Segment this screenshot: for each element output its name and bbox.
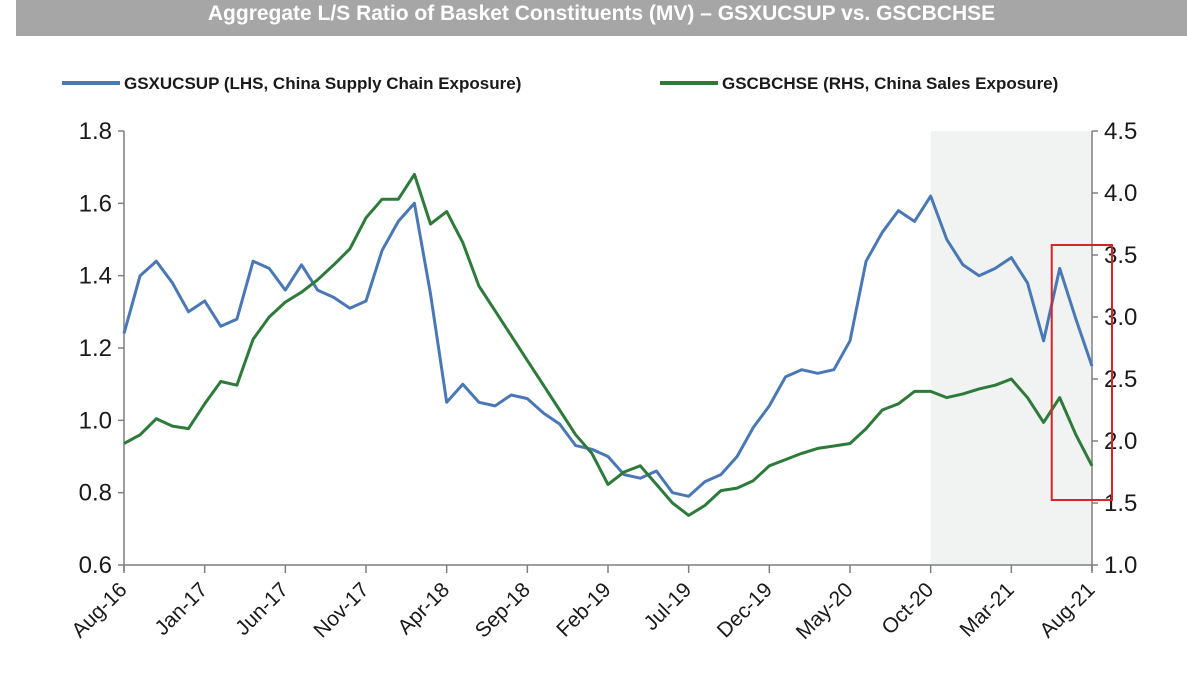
right-tick-label: 1.0 [1104,552,1137,579]
series-line-gsxucsup [122,194,1094,498]
x-tick-label: Jun-17 [231,578,293,640]
series-line-gscbchse [123,172,1094,517]
x-tick-label: Aug-16 [67,578,131,642]
x-tick-label: Sep-18 [471,578,535,642]
shaded-region [930,131,1092,565]
x-tick-label: Mar-21 [956,578,1019,641]
right-tick-label: 3.5 [1104,242,1137,269]
left-tick-label: 1.8 [79,118,112,145]
x-tick-label: Apr-18 [393,578,454,639]
left-tick-label: 0.8 [79,480,112,507]
x-tick-label: Nov-17 [309,578,373,642]
right-tick-label: 1.5 [1104,490,1137,517]
legend-label-gscbchse: GSCBCHSE (RHS, China Sales Exposure) [722,74,1058,93]
x-tick-label: Dec-19 [713,578,777,642]
legend-label-gsxucsup: GSXUCSUP (LHS, China Supply Chain Exposu… [124,74,521,93]
x-tick-label: Aug-21 [1035,578,1099,642]
left-tick-label: 0.6 [79,552,112,579]
left-tick-label: 1.0 [79,407,112,434]
x-tick-label: Jul-19 [639,578,696,635]
chart-title: Aggregate L/S Ratio of Basket Constituen… [16,0,1187,36]
highlight-box [1050,244,1113,501]
x-tick-label: May-20 [792,578,858,644]
left-tick-label: 1.2 [79,335,112,362]
right-tick-label: 3.0 [1104,304,1137,331]
right-tick-label: 2.5 [1104,366,1137,393]
x-tick-label: Jan-17 [151,578,213,640]
right-tick-label: 4.0 [1104,180,1137,207]
right-tick-label: 2.0 [1104,428,1137,455]
left-tick-label: 1.6 [79,190,112,217]
x-tick-label: Oct-20 [877,578,938,639]
left-tick-label: 1.4 [79,263,112,290]
right-tick-label: 4.5 [1104,118,1137,145]
x-tick-label: Feb-19 [552,578,615,641]
